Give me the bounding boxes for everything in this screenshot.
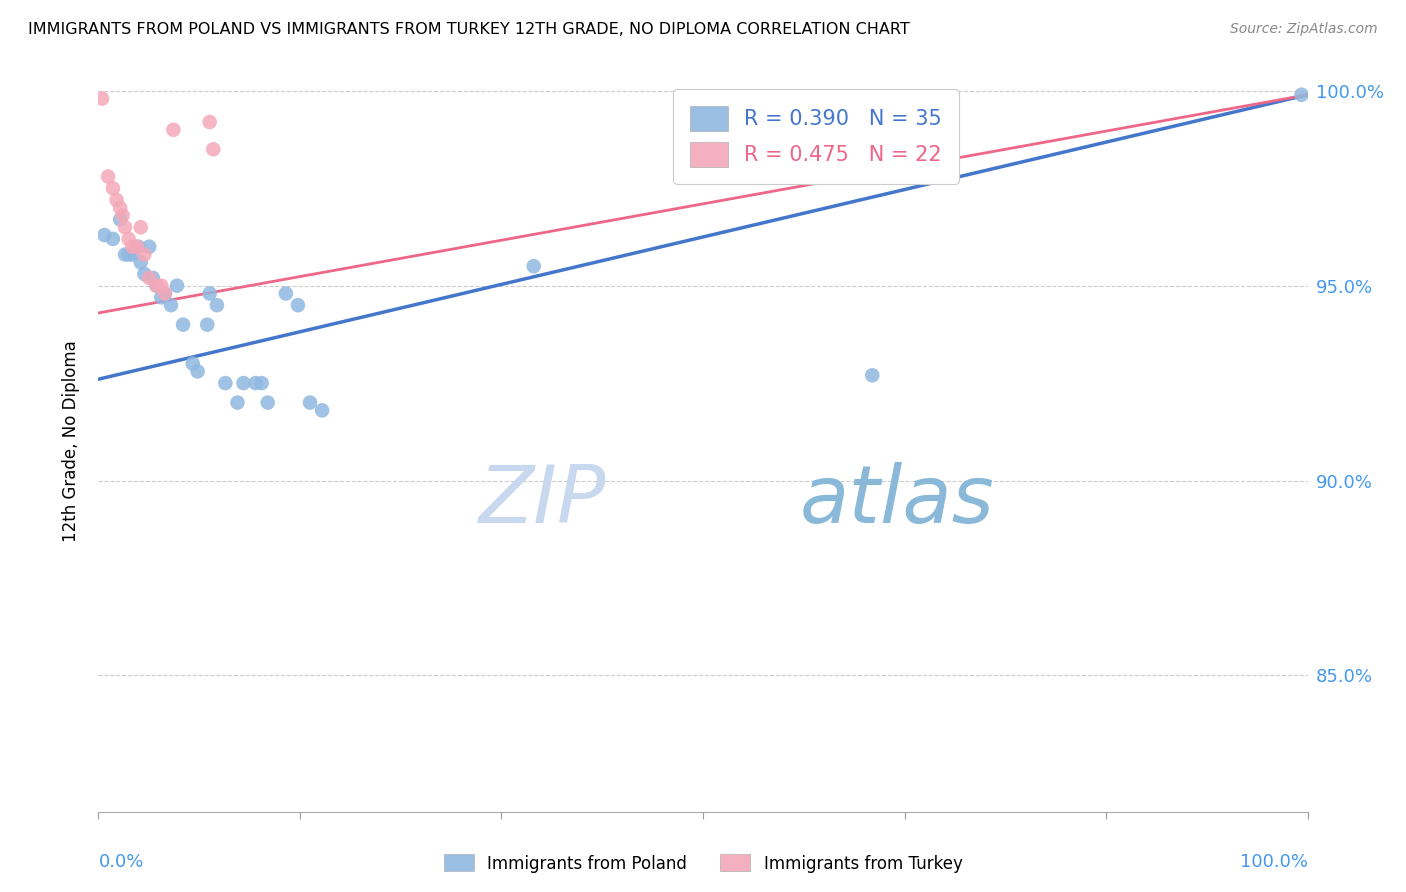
Y-axis label: 12th Grade, No Diploma: 12th Grade, No Diploma: [62, 341, 80, 542]
Point: [205, 298, 228, 312]
Text: atlas: atlas: [800, 462, 994, 540]
Point: [118, 247, 141, 261]
Point: [153, 286, 176, 301]
Text: 0.0%: 0.0%: [98, 854, 143, 871]
Point: [127, 240, 149, 254]
Point: [142, 271, 165, 285]
Point: [202, 142, 225, 156]
Point: [226, 395, 249, 409]
Text: ZIP: ZIP: [479, 462, 606, 540]
Point: [114, 220, 136, 235]
Point: [910, 92, 932, 106]
Point: [138, 271, 160, 285]
Point: [172, 318, 194, 332]
Point: [523, 259, 546, 273]
Point: [127, 240, 149, 254]
Point: [145, 278, 167, 293]
Point: [145, 278, 167, 293]
Point: [134, 247, 156, 261]
Point: [287, 298, 309, 312]
Point: [232, 376, 254, 390]
Point: [274, 286, 297, 301]
Point: [111, 209, 134, 223]
Point: [181, 357, 204, 371]
Point: [299, 395, 322, 409]
Legend: R = 0.390   N = 35, R = 0.475   N = 22: R = 0.390 N = 35, R = 0.475 N = 22: [673, 89, 959, 184]
Text: Source: ZipAtlas.com: Source: ZipAtlas.com: [1230, 22, 1378, 37]
Point: [121, 247, 143, 261]
Point: [129, 255, 152, 269]
Point: [256, 395, 278, 409]
Point: [162, 123, 184, 137]
Point: [93, 227, 115, 242]
Point: [150, 278, 173, 293]
Point: [134, 267, 156, 281]
Point: [311, 403, 333, 417]
Text: IMMIGRANTS FROM POLAND VS IMMIGRANTS FROM TURKEY 12TH GRADE, NO DIPLOMA CORRELAT: IMMIGRANTS FROM POLAND VS IMMIGRANTS FRO…: [28, 22, 910, 37]
Point: [108, 212, 131, 227]
Point: [245, 376, 267, 390]
Point: [160, 298, 183, 312]
Point: [101, 181, 124, 195]
Point: [101, 232, 124, 246]
Point: [187, 364, 209, 378]
Point: [105, 193, 128, 207]
Point: [195, 318, 218, 332]
Point: [1291, 87, 1313, 102]
Point: [91, 92, 114, 106]
Point: [121, 240, 143, 254]
Point: [138, 240, 160, 254]
Point: [108, 201, 131, 215]
Text: 100.0%: 100.0%: [1240, 854, 1308, 871]
Point: [118, 232, 141, 246]
Legend: Immigrants from Poland, Immigrants from Turkey: Immigrants from Poland, Immigrants from …: [437, 847, 969, 880]
Point: [198, 286, 221, 301]
Point: [150, 290, 173, 304]
Point: [166, 278, 188, 293]
Point: [214, 376, 236, 390]
Point: [250, 376, 273, 390]
Point: [97, 169, 120, 184]
Point: [153, 286, 176, 301]
Point: [114, 247, 136, 261]
Point: [860, 368, 883, 383]
Point: [198, 115, 221, 129]
Point: [129, 220, 152, 235]
